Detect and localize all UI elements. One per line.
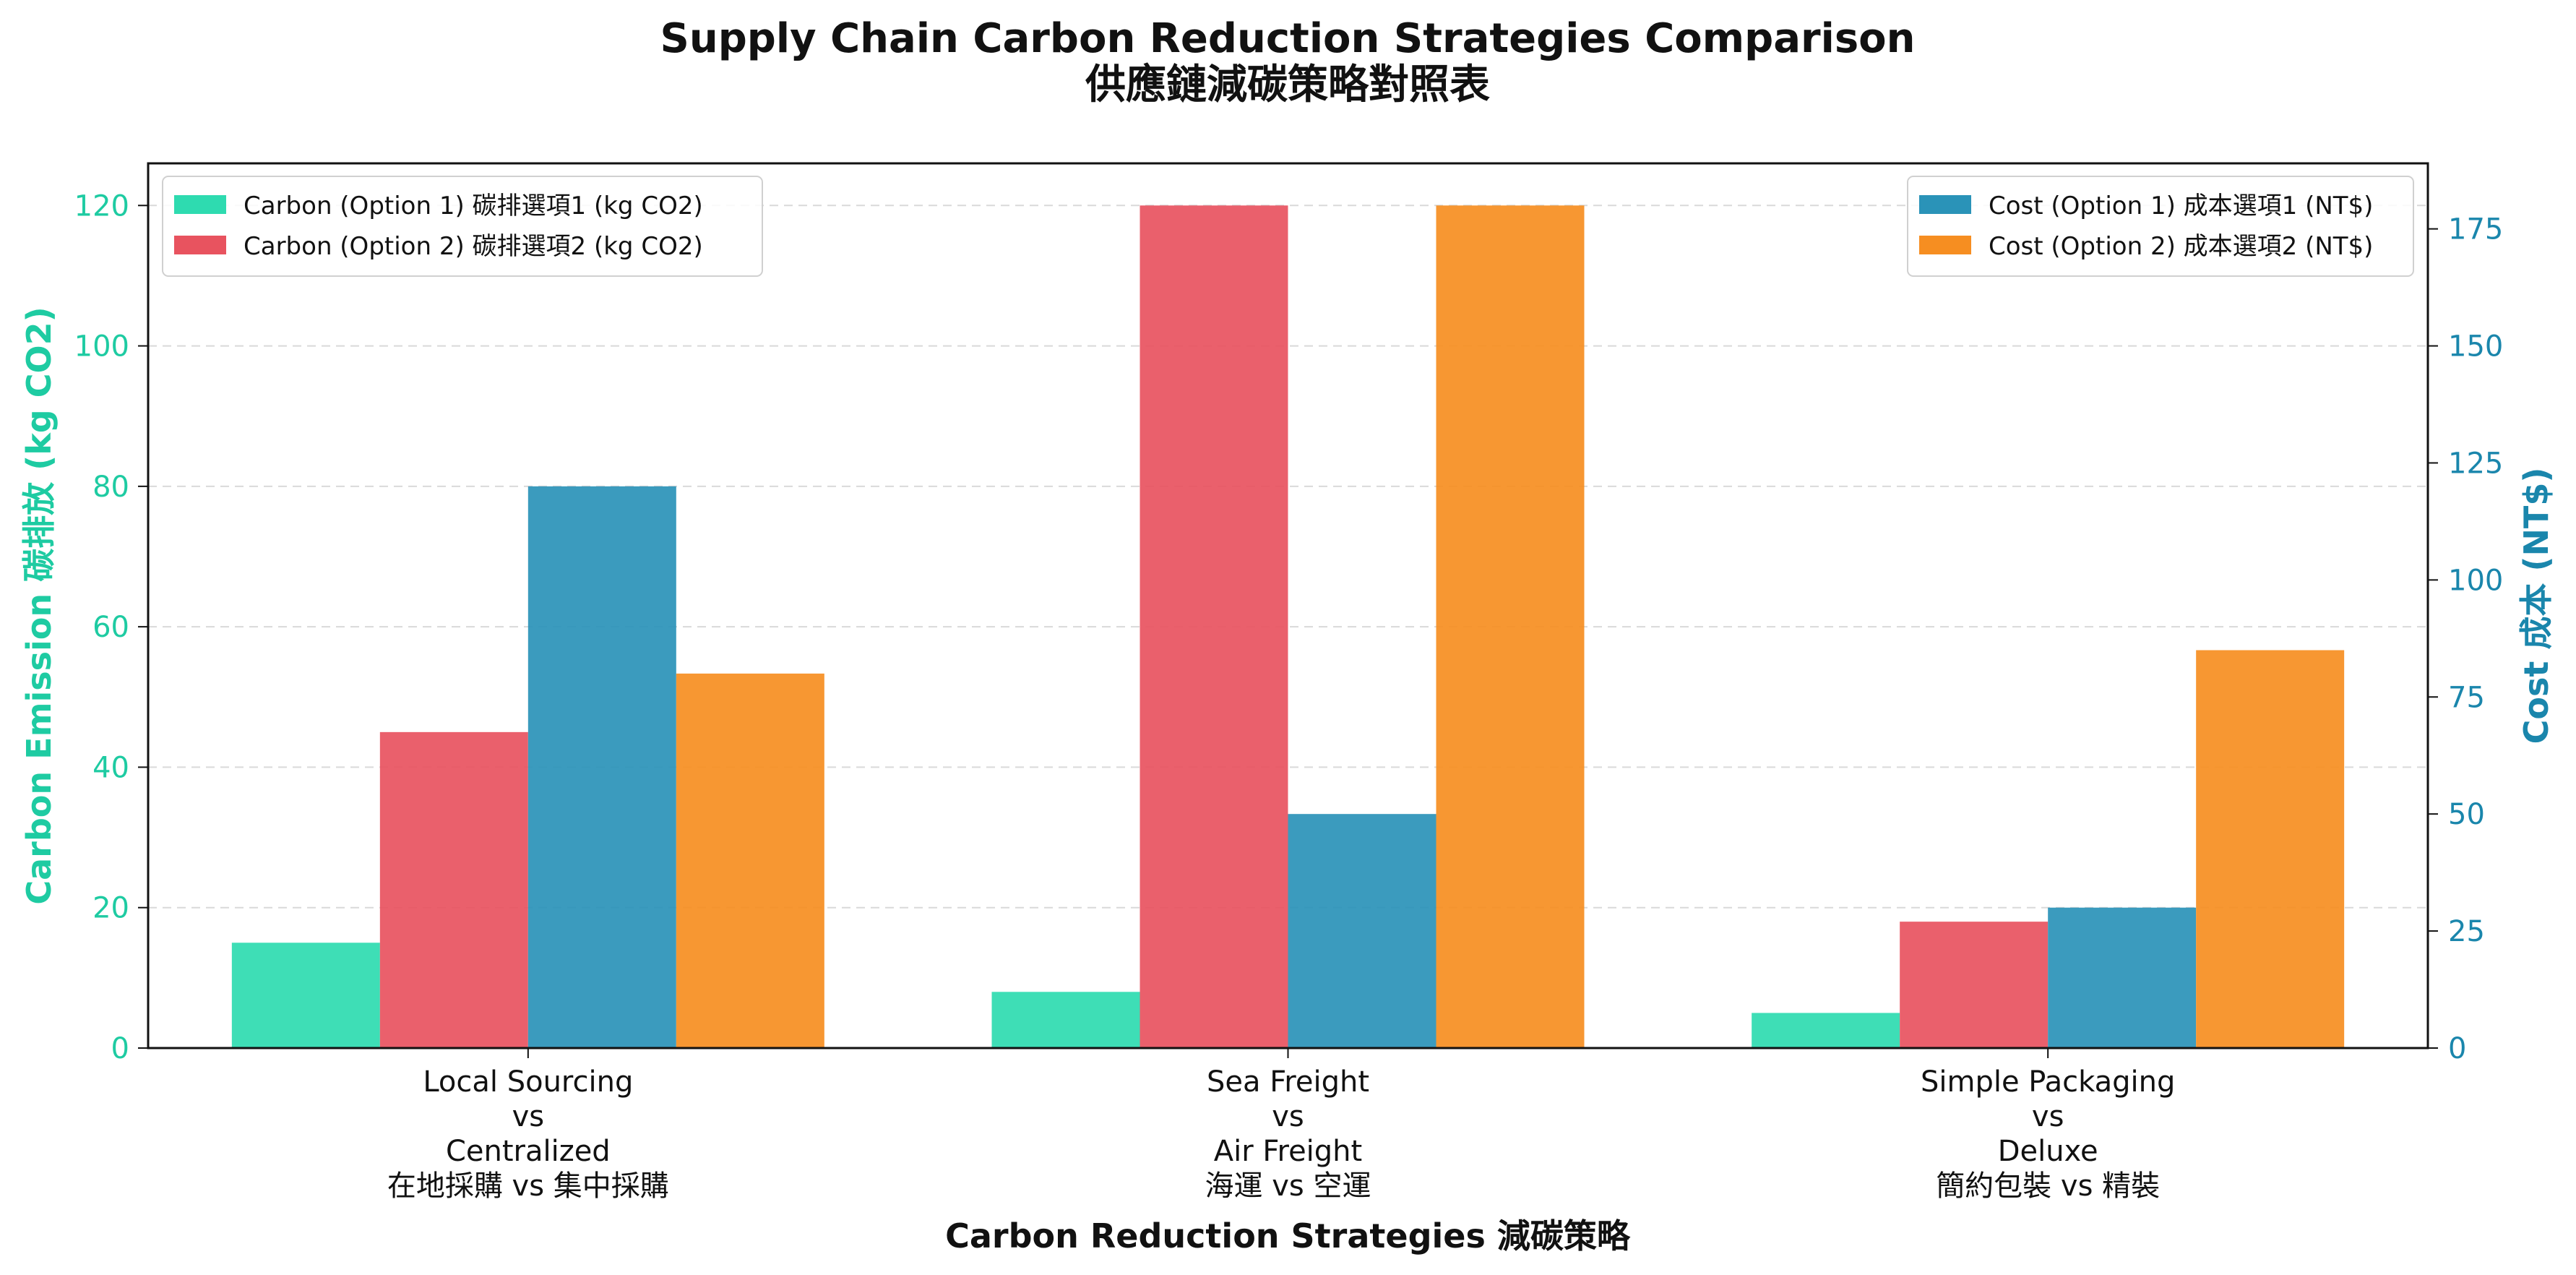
left-tick-label: 40 bbox=[92, 751, 129, 784]
right-tick-label: 150 bbox=[2448, 330, 2503, 364]
legend-box bbox=[1907, 176, 2414, 277]
x-tick-label-line: 在地採購 vs 集中採購 bbox=[387, 1169, 669, 1203]
left-axis: 0 20 40 60 80 100 120 bbox=[74, 189, 148, 1065]
x-tick-label-line: Deluxe bbox=[1998, 1135, 2098, 1168]
right-tick-label: 25 bbox=[2448, 915, 2485, 948]
x-axis: Local Sourcing vs Centralized 在地採購 vs 集中採購S… bbox=[387, 1048, 2175, 1203]
x-tick-label-line: Local Sourcing bbox=[423, 1065, 633, 1099]
left-tick-label: 80 bbox=[92, 471, 129, 504]
right-tick-label: 50 bbox=[2448, 798, 2485, 831]
bar bbox=[527, 486, 676, 1048]
bar bbox=[231, 943, 380, 1048]
x-tick-label-line: Sea Freight bbox=[1207, 1065, 1369, 1099]
x-tick-label: Local Sourcing vs Centralized 在地採購 vs 集中採購 bbox=[387, 1065, 669, 1203]
left-axis-label: Carbon Emission 碳排放 (kg CO2) bbox=[20, 306, 59, 904]
left-tick-label: 20 bbox=[92, 892, 129, 925]
left-tick-label: 100 bbox=[74, 330, 129, 364]
legend-label: Cost (Option 2) 成本選項2 (NT$) bbox=[1989, 232, 2373, 261]
x-axis-label: Carbon Reduction Strategies 減碳策略 bbox=[945, 1216, 1631, 1255]
x-tick-label-line: vs bbox=[2032, 1100, 2064, 1133]
right-axis: 0 25 50 75 100 125 150 175 bbox=[2428, 213, 2503, 1065]
legend-label: Cost (Option 1) 成本選項1 (NT$) bbox=[1989, 192, 2373, 220]
x-tick-label: Simple Packaging vs Deluxe 簡約包裝 vs 精裝 bbox=[1921, 1065, 2175, 1203]
right-tick-label: 0 bbox=[2448, 1032, 2466, 1065]
right-axis-label: Cost 成本 (NT$) bbox=[2517, 468, 2556, 744]
right-tick-label: 125 bbox=[2448, 447, 2503, 480]
right-tick-label: 175 bbox=[2448, 213, 2503, 246]
bar bbox=[379, 731, 528, 1048]
legend-swatch bbox=[1919, 236, 1971, 254]
legend-right: Cost (Option 1) 成本選項1 (NT$) Cost (Option … bbox=[1907, 176, 2414, 277]
x-tick-label-line: vs bbox=[1272, 1100, 1304, 1133]
bar bbox=[2048, 907, 2197, 1048]
x-tick-label-line: vs bbox=[512, 1100, 545, 1133]
right-tick-label: 100 bbox=[2448, 564, 2503, 597]
legend-swatch bbox=[1919, 195, 1971, 214]
bar bbox=[991, 992, 1140, 1048]
bar bbox=[1752, 1013, 1900, 1048]
bars bbox=[231, 205, 2345, 1049]
legend-swatch bbox=[174, 236, 226, 254]
x-tick-label-line: 簡約包裝 vs 精裝 bbox=[1936, 1169, 2160, 1203]
chart-title: Supply Chain Carbon Reduction Strategies… bbox=[660, 15, 1916, 62]
bar bbox=[1288, 814, 1436, 1048]
left-tick-label: 120 bbox=[74, 189, 129, 223]
legend-left: Carbon (Option 1) 碳排選項1 (kg CO2) Carbon (… bbox=[162, 176, 763, 277]
bar bbox=[2196, 650, 2345, 1048]
bar bbox=[1900, 922, 2049, 1048]
x-tick-label-line: Simple Packaging bbox=[1921, 1065, 2175, 1099]
x-tick-label-line: 海運 vs 空運 bbox=[1205, 1169, 1371, 1203]
x-tick-label-line: Centralized bbox=[446, 1135, 611, 1168]
right-tick-label: 75 bbox=[2448, 681, 2485, 714]
bar bbox=[676, 673, 824, 1048]
legend-box bbox=[162, 176, 763, 277]
chart-subtitle: 供應鏈減碳策略對照表 bbox=[1085, 61, 1490, 108]
left-tick-label: 0 bbox=[111, 1032, 129, 1065]
legend-swatch bbox=[174, 195, 226, 214]
legend-label: Carbon (Option 1) 碳排選項1 (kg CO2) bbox=[244, 192, 703, 220]
legend-label: Carbon (Option 2) 碳排選項2 (kg CO2) bbox=[244, 232, 703, 261]
left-tick-label: 60 bbox=[92, 611, 129, 644]
bar bbox=[1436, 205, 1585, 1049]
x-tick-label-line: Air Freight bbox=[1214, 1135, 1362, 1168]
x-tick-label: Sea Freight vs Air Freight 海運 vs 空運 bbox=[1205, 1065, 1371, 1203]
bar bbox=[1140, 205, 1288, 1049]
